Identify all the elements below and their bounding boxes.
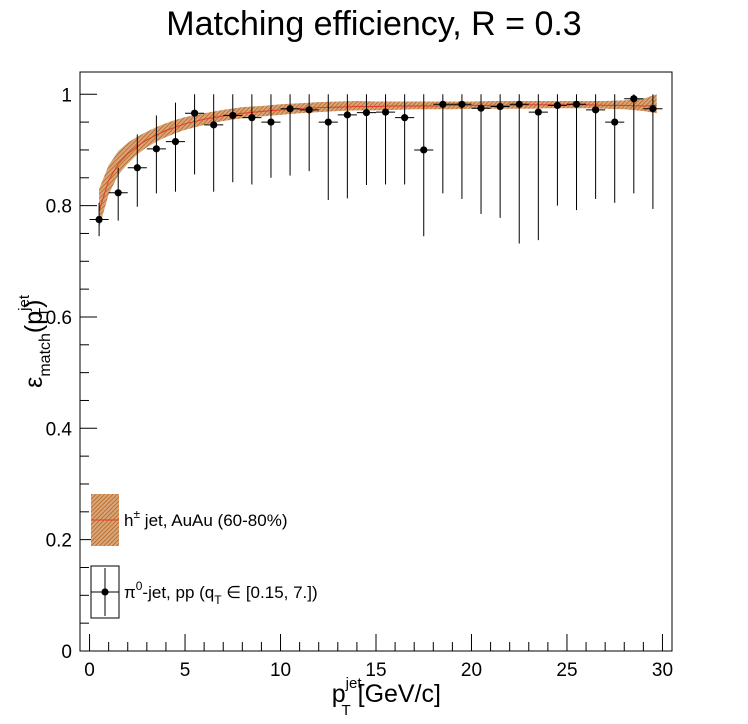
data-point: [414, 94, 434, 237]
chart-title: Matching efficiency, R = 0.3: [166, 5, 581, 43]
y-axis-title: εmatch(pjetT): [16, 294, 54, 388]
systematic-band: [99, 94, 657, 228]
y-axis-ticks: 0 0.2 0.4 0.6 0.8 1: [46, 85, 97, 663]
data-point: [376, 94, 396, 185]
point-marker: [133, 164, 141, 172]
point-marker: [210, 121, 218, 129]
point-marker: [611, 118, 619, 126]
y-tick-label: 0.6: [46, 308, 72, 329]
point-marker: [171, 137, 180, 146]
data-point: [452, 94, 472, 199]
point-marker: [534, 108, 542, 116]
point-marker: [286, 105, 294, 113]
data-point: [127, 134, 147, 207]
points-layer: [89, 94, 663, 244]
point-marker: [305, 106, 313, 114]
data-point: [318, 94, 338, 201]
y-tick-label: 0.8: [46, 197, 72, 218]
point-marker: [649, 105, 657, 113]
data-point: [185, 94, 205, 175]
data-point: [643, 94, 663, 209]
point-marker: [496, 102, 504, 111]
data-point: [395, 94, 415, 185]
x-tick-label: 5: [180, 660, 191, 681]
data-point: [337, 94, 357, 199]
x-tick-label: 10: [270, 660, 291, 681]
point-marker: [458, 100, 466, 108]
point-marker: [553, 101, 562, 110]
point-marker: [439, 100, 447, 108]
legend-points-marker: [101, 588, 109, 596]
point-marker: [248, 114, 256, 122]
data-point: [299, 94, 319, 172]
data-point: [605, 94, 625, 203]
data-point: [624, 94, 644, 194]
point-marker: [420, 146, 428, 154]
y-tick-label: 0: [61, 642, 72, 663]
y-tick-label: 0.2: [46, 531, 72, 552]
x-axis-ticks: 0 5 10 15 20 25 30: [84, 634, 673, 681]
point-marker: [477, 104, 485, 112]
point-marker: [515, 100, 523, 108]
point-marker: [152, 145, 160, 153]
point-marker: [190, 109, 199, 117]
data-point: [242, 94, 262, 185]
point-marker: [362, 109, 371, 117]
data-point: [471, 94, 491, 214]
point-marker: [630, 95, 638, 103]
x-tick-label: 20: [461, 660, 482, 681]
data-point: [89, 202, 109, 237]
data-point: [146, 115, 166, 194]
plot-frame: [79, 71, 673, 652]
x-tick-label: 0: [84, 660, 95, 681]
data-point: [356, 94, 376, 186]
legend: h± jet, AuAu (60-80%) π0-jet, pp (qT ∈ […: [90, 494, 318, 619]
x-tick-label: 15: [365, 660, 386, 681]
point-marker: [324, 118, 332, 126]
data-point: [204, 94, 224, 192]
data-point: [528, 94, 548, 241]
x-tick-label: 25: [556, 660, 577, 681]
y-tick-label: 0.4: [46, 419, 73, 440]
data-point: [433, 94, 453, 194]
data-point: [586, 94, 606, 199]
legend-band-label: h± jet, AuAu (60-80%): [124, 507, 287, 530]
point-marker: [592, 106, 600, 114]
data-point: [108, 167, 128, 221]
data-point: [509, 94, 529, 244]
point-marker: [381, 108, 390, 116]
x-tick-label: 30: [652, 660, 673, 681]
data-point: [165, 102, 186, 192]
data-point: [547, 94, 567, 206]
point-marker: [343, 111, 351, 119]
data-point: [490, 94, 510, 218]
band-layer: [98, 94, 657, 228]
legend-points-label: π0-jet, pp (qT ∈ [0.15, 7.]): [124, 579, 318, 607]
point-marker: [114, 189, 122, 197]
data-point: [223, 94, 243, 183]
point-marker: [572, 100, 581, 108]
point-marker: [267, 118, 275, 126]
y-tick-label: 1: [61, 85, 72, 106]
point-marker: [95, 215, 103, 224]
x-axis-title: pjet T [GeV/c]: [332, 675, 441, 719]
data-point: [280, 94, 300, 176]
data-point: [566, 94, 587, 211]
point-marker: [401, 114, 409, 122]
data-point: [261, 94, 281, 178]
point-marker: [229, 111, 237, 120]
